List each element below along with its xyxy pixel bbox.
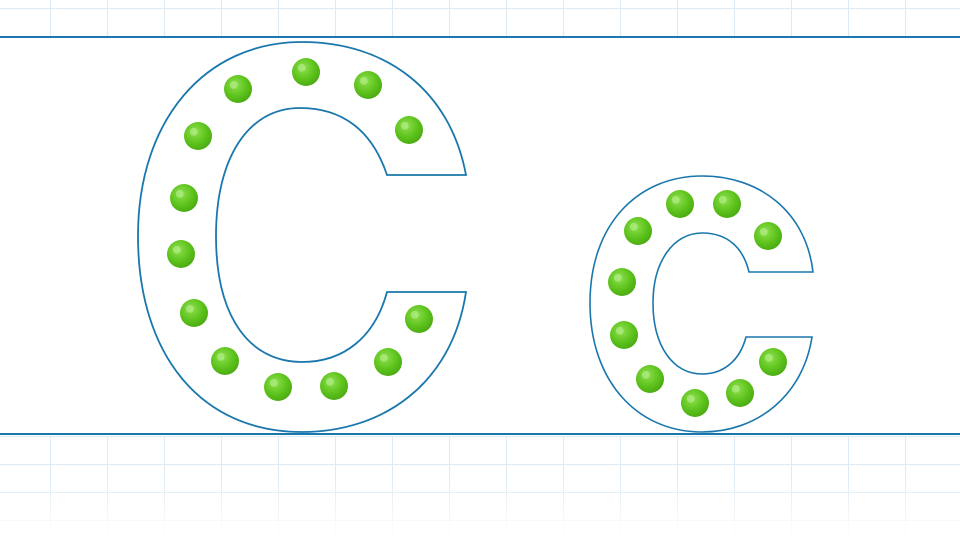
grid-paper-bottom (0, 436, 960, 540)
lowercase-dot-1-highlight (671, 195, 680, 204)
writing-band (0, 37, 960, 434)
lowercase-dot-4 (754, 222, 782, 250)
uppercase-dot-13 (320, 372, 348, 400)
lowercase-c-outline (589, 175, 814, 433)
top-guide-line (0, 36, 960, 38)
lowercase-dot-1 (666, 190, 694, 218)
lowercase-dot-3-highlight (629, 222, 638, 231)
uppercase-dot-7 (167, 240, 195, 268)
lowercase-dot-2 (713, 190, 741, 218)
uppercase-dot-2-highlight (359, 76, 368, 85)
uppercase-dot-11-highlight (379, 353, 388, 362)
uppercase-dot-3 (224, 75, 252, 103)
lowercase-dot-10-highlight (686, 394, 695, 403)
uppercase-c-outline (137, 41, 468, 433)
lowercase-dot-7 (759, 348, 787, 376)
lowercase-dot-4-highlight (759, 227, 768, 236)
uppercase-dot-5 (184, 122, 212, 150)
lowercase-dot-3 (624, 217, 652, 245)
uppercase-dot-10 (211, 347, 239, 375)
lowercase-dot-7-highlight (764, 353, 773, 362)
lowercase-dot-6 (610, 321, 638, 349)
lowercase-dot-5 (608, 268, 636, 296)
uppercase-dot-3-highlight (229, 80, 238, 89)
grid-paper-top (0, 0, 960, 36)
lowercase-dot-2-highlight (718, 195, 727, 204)
uppercase-dot-10-highlight (216, 352, 225, 361)
lowercase-dot-5-highlight (613, 273, 622, 282)
uppercase-dot-2 (354, 71, 382, 99)
uppercase-dot-8 (180, 299, 208, 327)
uppercase-dot-7-highlight (172, 245, 181, 254)
uppercase-dot-9-highlight (410, 310, 419, 319)
uppercase-dot-13-highlight (325, 377, 334, 386)
bottom-guide-line (0, 433, 960, 435)
uppercase-dot-6-highlight (175, 189, 184, 198)
uppercase-dot-9 (405, 305, 433, 333)
uppercase-dot-5-highlight (189, 127, 198, 136)
lowercase-dot-8 (636, 365, 664, 393)
uppercase-dot-11 (374, 348, 402, 376)
lowercase-dot-10 (681, 389, 709, 417)
uppercase-tracing-dots (167, 58, 433, 401)
uppercase-dot-4-highlight (400, 121, 409, 130)
uppercase-dot-4 (395, 116, 423, 144)
uppercase-dot-12-highlight (269, 378, 278, 387)
uppercase-dot-8-highlight (185, 304, 194, 313)
lowercase-dot-8-highlight (641, 370, 650, 379)
uppercase-dot-1-highlight (297, 63, 306, 72)
lowercase-dot-6-highlight (615, 326, 624, 335)
uppercase-dot-1 (292, 58, 320, 86)
lowercase-tracing-dots (608, 190, 787, 417)
lowercase-dot-9 (726, 379, 754, 407)
lowercase-dot-9-highlight (731, 384, 740, 393)
uppercase-dot-12 (264, 373, 292, 401)
uppercase-dot-6 (170, 184, 198, 212)
